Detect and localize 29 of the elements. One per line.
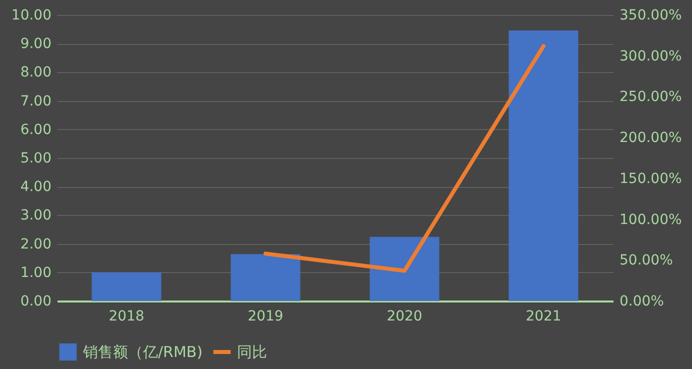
bar [92,272,162,301]
y2-tick-label: 250.00% [620,89,682,106]
y-tick-label: 2.00 [20,236,52,252]
legend-label: 销售额（亿/RMB) [82,343,203,361]
x-tick-label: 2019 [248,308,284,324]
y-tick-label: 10.00 [11,8,52,24]
y2-tick-label: 300.00% [620,48,682,64]
y-tick-label: 1.00 [20,264,52,281]
y-tick-label: 6.00 [20,122,52,138]
y-tick-label: 4.00 [20,179,52,196]
bar [508,30,578,301]
y2-tick-label: 350.00% [620,8,682,24]
y-tick-label: 5.00 [20,150,52,166]
y2-tick-label: 50.00% [620,252,673,269]
y2-tick-label: 100.00% [620,212,682,228]
y-tick-label: 7.00 [20,93,52,110]
bar [370,236,440,301]
y-tick-label: 8.00 [20,64,52,81]
y2-tick-label: 200.00% [620,130,682,146]
y-tick-label: 0.00 [20,294,52,310]
y-tick-label: 3.00 [20,208,52,224]
x-tick-label: 2021 [526,308,562,324]
bar [230,254,300,301]
x-tick-label: 2018 [108,308,144,324]
x-tick-label: 2020 [386,308,422,324]
y2-tick-label: 0.00% [620,294,664,310]
y-tick-label: 9.00 [20,36,52,52]
y2-tick-label: 150.00% [620,170,682,187]
legend-label: 同比 [237,343,267,361]
